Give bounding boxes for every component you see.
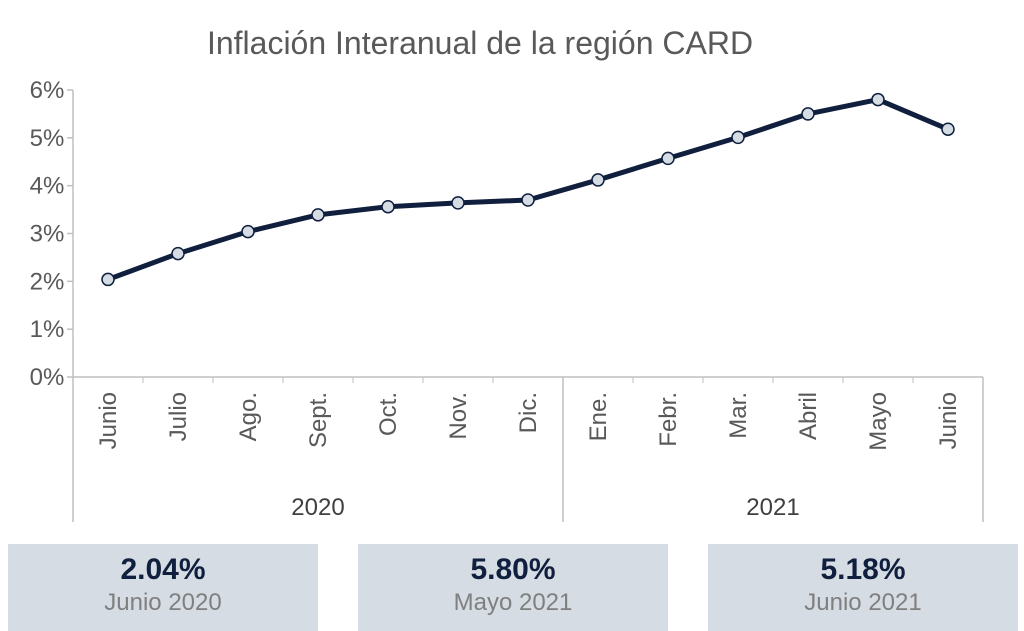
x-tick-label: Sept.	[305, 392, 332, 448]
x-tick-label: Oct.	[375, 392, 402, 436]
group-label: 2021	[746, 494, 799, 521]
x-tick-label: Abril	[795, 392, 822, 440]
x-tick-label: Ago.	[235, 392, 262, 441]
summary-box-1: 2.04% Junio 2020	[8, 544, 318, 631]
x-tick-label: Julio	[165, 392, 192, 441]
y-tick-label: 4%	[30, 173, 65, 200]
summary-value: 5.18%	[820, 553, 906, 586]
data-point	[941, 122, 955, 136]
y-tick-label: 0%	[30, 364, 65, 391]
summary-label: Junio 2020	[104, 589, 222, 616]
x-tick-label: Ene.	[585, 392, 612, 441]
summary-value: 2.04%	[120, 553, 206, 586]
data-point	[521, 193, 535, 207]
data-point	[101, 272, 115, 287]
x-tick-label: Mar.	[725, 392, 752, 439]
y-tick-label: 1%	[30, 316, 65, 343]
summary-label: Junio 2021	[804, 589, 922, 616]
x-tick-label: Junio	[95, 392, 122, 449]
summary-label: Mayo 2021	[453, 589, 573, 616]
data-point	[311, 208, 325, 222]
y-tick-label: 3%	[30, 221, 65, 248]
y-tick-label: 2%	[30, 268, 65, 295]
y-tick-label: 6%	[30, 77, 65, 104]
x-tick-label: Mayo	[865, 392, 892, 451]
line-chart: Inflación Interanual de la región CARD 0…	[30, 25, 984, 522]
data-point	[801, 107, 815, 121]
data-point	[591, 173, 605, 187]
data-point	[871, 92, 885, 107]
x-tick-label: Junio	[935, 392, 962, 449]
data-point	[731, 130, 745, 145]
group-label: 2020	[291, 494, 344, 521]
summary-box-3: 5.18% Junio 2021	[708, 544, 1018, 631]
x-tick-label: Nov.	[445, 392, 472, 440]
data-point	[381, 199, 395, 214]
x-tick-label: Dic.	[515, 392, 542, 433]
x-tick-label: Febr.	[655, 392, 682, 447]
data-point	[171, 246, 185, 261]
data-point	[451, 196, 465, 210]
y-tick-label: 5%	[30, 125, 65, 152]
data-point	[241, 224, 255, 239]
summary-box-2: 5.80% Mayo 2021	[358, 544, 668, 631]
summary-value: 5.80%	[470, 553, 556, 586]
series-line	[105, 97, 951, 282]
chart-title: Inflación Interanual de la región CARD	[207, 25, 753, 61]
data-point	[661, 151, 675, 166]
